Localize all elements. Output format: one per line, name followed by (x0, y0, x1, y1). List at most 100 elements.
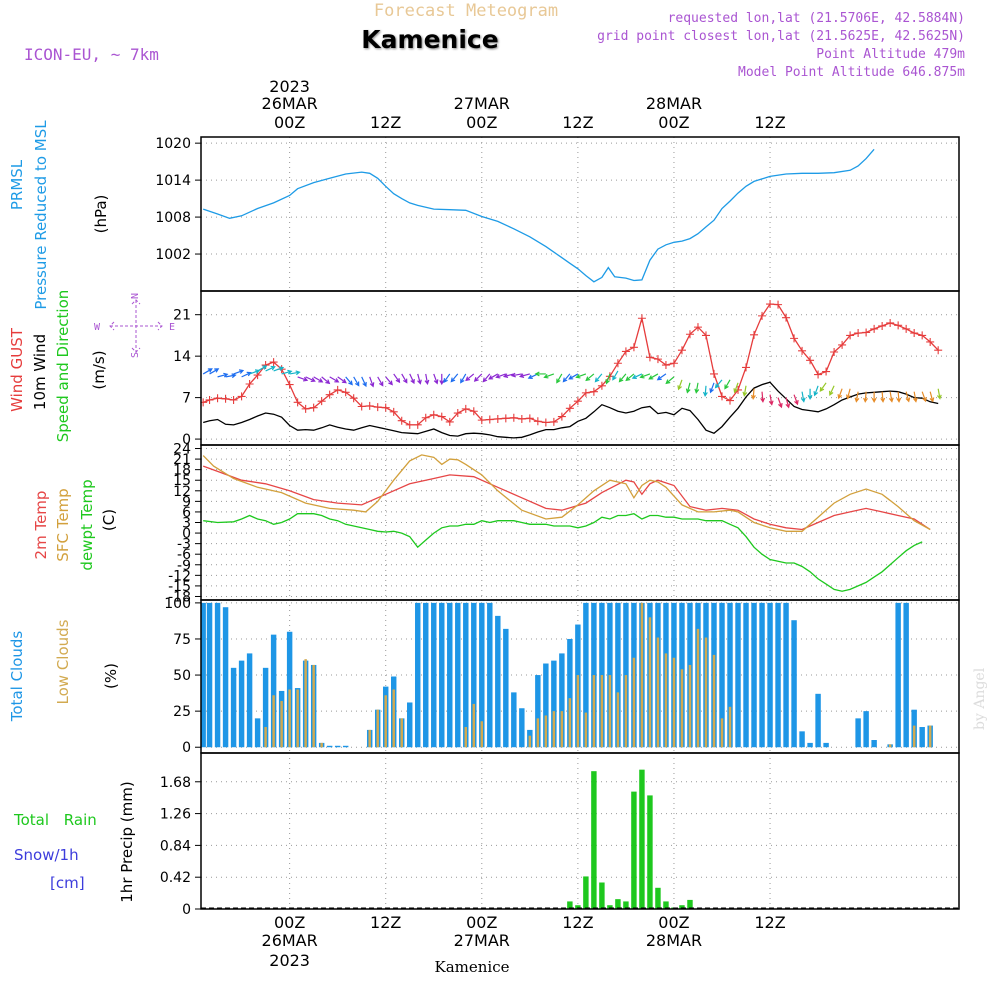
wind-arrow (488, 373, 499, 380)
bar-total-clouds (222, 607, 229, 748)
wind-arrow (648, 373, 659, 380)
bar-low-clouds (568, 698, 572, 748)
bar-total-clouds (334, 745, 341, 748)
bar-total-clouds (815, 693, 821, 748)
bar-total-clouds (543, 663, 549, 748)
bar-total-rain (639, 769, 645, 909)
bar-total-clouds (559, 653, 565, 748)
top-date-label: 27MAR (454, 94, 510, 113)
ytick-label: 7 (182, 391, 191, 407)
ytick-label: 21 (173, 452, 191, 468)
bar-low-clouds (320, 742, 323, 748)
bar-total-clouds (511, 692, 517, 748)
wind-arrow (450, 373, 459, 383)
gust-marker (237, 392, 246, 401)
wind-arrow (313, 376, 324, 383)
bar-low-clouds (608, 675, 612, 748)
ytick-label: 50 (173, 668, 191, 684)
bar-low-clouds (272, 695, 275, 748)
wind-arrow (401, 373, 408, 384)
gust-marker (790, 334, 799, 343)
wind-arrow (777, 397, 783, 409)
bar-total-clouds (471, 602, 477, 748)
bar-low-clouds (288, 689, 291, 748)
top-hour-label: 00Z (466, 113, 497, 132)
panel-precip: 0 0.42 0.84 1.26 1.68 (160, 752, 960, 918)
bar-total-clouds (439, 602, 445, 748)
bar-total-rain (575, 905, 581, 909)
wind-arrow (409, 373, 415, 385)
bar-low-clouds (928, 725, 932, 748)
gridpoint-coords: grid point closest lon,lat (21.5625E, 42… (597, 29, 965, 44)
bar-total-clouds (246, 653, 253, 748)
wind-arrow (793, 394, 799, 406)
gust-marker (726, 396, 735, 405)
pressure-unit: (hPa) (92, 195, 110, 234)
bar-low-clouds (400, 718, 403, 748)
ytick-label: 0 (182, 902, 191, 918)
wind-arrow (502, 373, 514, 379)
ytick-label: 14 (173, 349, 191, 365)
gust-marker (469, 407, 478, 416)
requested-coords: requested lon,lat (21.5706E, 42.5884N) (668, 11, 965, 26)
bar-total-clouds (751, 602, 757, 748)
wind-arrow (209, 368, 220, 375)
wind-arrow (618, 373, 627, 383)
model-altitude: Model Point Altitude 646.875m (738, 65, 965, 80)
bar-total-clouds (262, 667, 269, 748)
wind-arrow (473, 373, 483, 382)
wind-arrow (297, 376, 309, 382)
bottom-hour-label: 12Z (562, 913, 593, 932)
bar-low-clouds (392, 689, 395, 748)
wind-arrow (361, 376, 367, 388)
bottom-hour-label: 00Z (274, 913, 305, 932)
temp-label-sfc: SFC Temp (54, 488, 72, 561)
bar-low-clouds (696, 628, 700, 748)
gust-marker (437, 412, 446, 421)
gust-marker (886, 318, 895, 327)
bar-total-clouds (775, 602, 781, 748)
gust-marker (389, 407, 398, 416)
gust-marker (501, 414, 510, 423)
svg-text:E: E (169, 322, 175, 333)
wind-arrow (742, 385, 748, 397)
ytick-label: 100 (164, 596, 191, 612)
bar-total-clouds (407, 702, 413, 748)
gust-marker (918, 331, 927, 340)
series-2m-temp (202, 465, 931, 531)
cloud-label-total: Total Clouds (8, 631, 26, 723)
wind-arrow (871, 391, 877, 403)
bar-total-clouds (615, 602, 621, 748)
bar-total-clouds (895, 602, 901, 748)
gust-marker (285, 380, 294, 389)
wind-arrow (936, 388, 942, 400)
gust-marker (693, 323, 702, 332)
bar-low-clouds (624, 675, 628, 748)
wind-arrow (225, 373, 237, 379)
wind-arrow (733, 382, 739, 394)
ytick-label: 0 (182, 740, 191, 756)
bar-total-clouds (495, 615, 501, 748)
gust-marker (629, 343, 638, 352)
gust-marker (934, 346, 943, 355)
bar-total-clouds (415, 602, 421, 748)
bar-low-clouds (672, 657, 676, 748)
panel-frame (200, 290, 960, 446)
bar-low-clouds (552, 711, 556, 748)
bottom-date-label: 28MAR (646, 931, 702, 950)
wind-arrow (888, 391, 894, 403)
wind-label-gust: Wind GUST (8, 327, 26, 412)
wind-arrow (845, 388, 851, 400)
gust-marker (325, 390, 334, 399)
wind-arrow (612, 370, 619, 381)
ytick-label: 1002 (155, 247, 191, 263)
wind-arrow (534, 371, 546, 377)
wind-arrow (921, 391, 927, 403)
ytick-label: 1020 (155, 136, 191, 152)
bar-low-clouds (464, 727, 468, 748)
wind-arrow (353, 376, 360, 387)
ytick-label: 1014 (155, 173, 191, 189)
bar-low-clouds (576, 675, 580, 748)
gust-marker (878, 321, 887, 330)
bar-low-clouds (304, 659, 307, 748)
